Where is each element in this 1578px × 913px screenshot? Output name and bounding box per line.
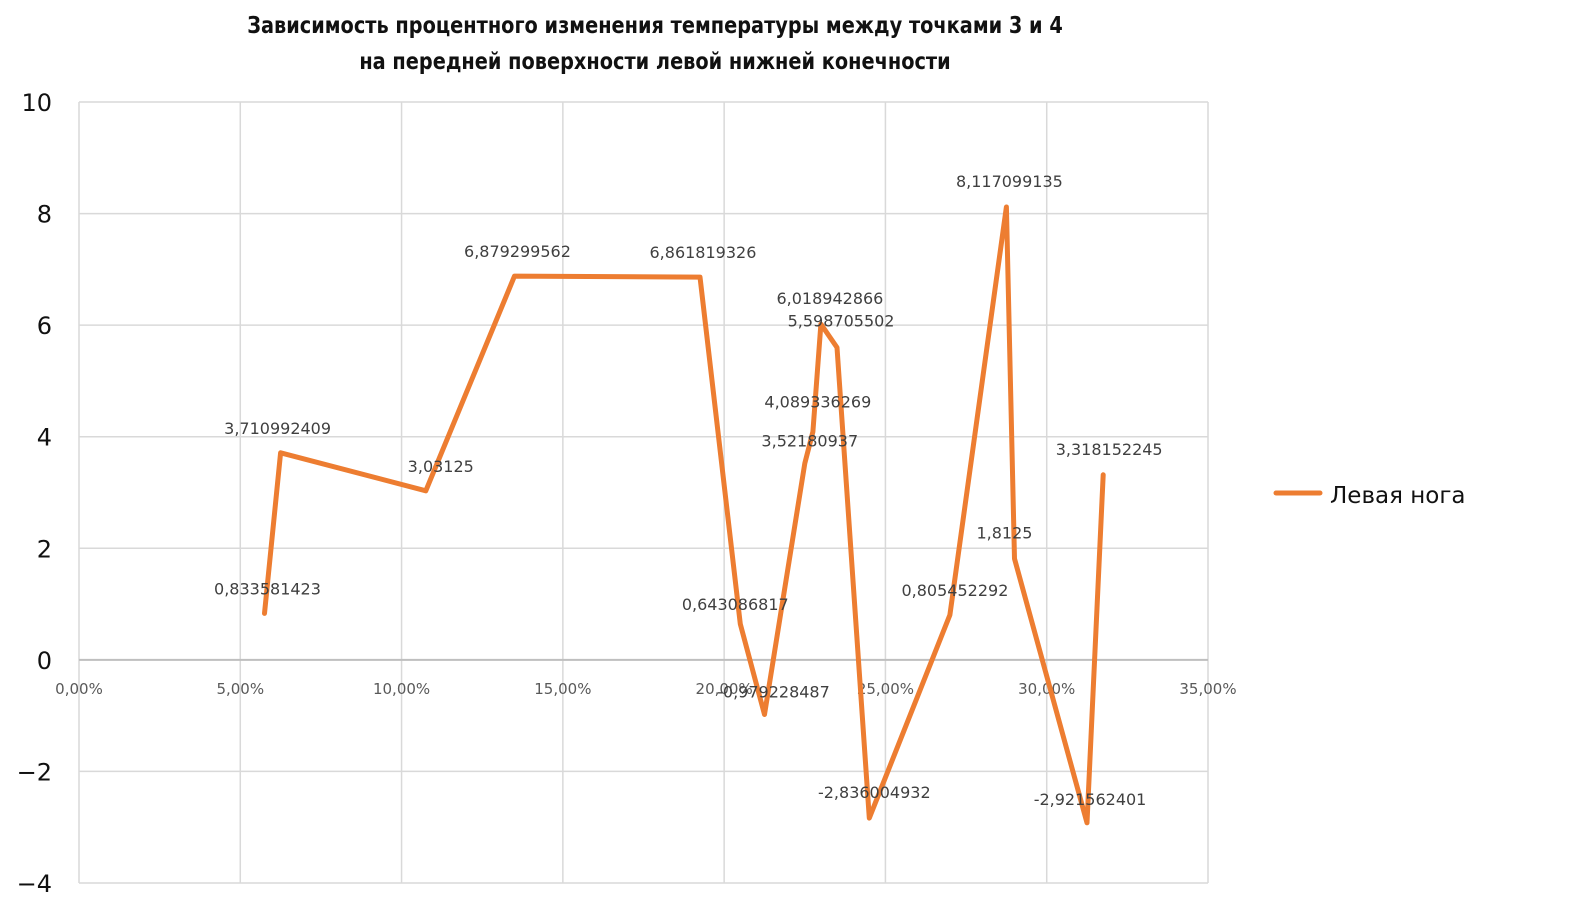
data-label: 3,710992409 <box>224 419 331 438</box>
x-tick-label: 15,00% <box>534 680 591 698</box>
chart-title-line-1: Зависимость процентного изменения темпер… <box>247 13 1063 39</box>
x-tick-label: 0,00% <box>55 680 103 698</box>
y-tick-label: 0 <box>37 647 52 675</box>
legend-label: Левая нога <box>1330 483 1466 509</box>
data-labels: 0,833581423 3,710992409 3,03125 6,879299562… <box>214 172 1163 809</box>
data-label: -2,921562401 <box>1034 790 1147 809</box>
data-label: 0,805452292 <box>901 581 1008 600</box>
data-label: 0,643086817 <box>682 595 789 614</box>
legend: Левая нога <box>1273 483 1466 509</box>
y-tick-label: 2 <box>37 535 52 563</box>
x-tick-label: 25,00% <box>857 680 914 698</box>
data-label: 8,117099135 <box>956 172 1063 191</box>
chart-title-line-2: на передней поверхности левой нижней кон… <box>359 49 951 75</box>
x-tick-label: 5,00% <box>216 680 264 698</box>
y-tick-label: −2 <box>17 758 52 786</box>
data-label: 4,089336269 <box>764 393 871 412</box>
tick-labels: −4 −2 0 2 4 6 8 10 0,00% 5,00% 10,00% 15,00% 20,00% 2… <box>17 89 1237 898</box>
data-label: 6,879299562 <box>464 242 571 261</box>
x-tick-label: 10,00% <box>373 680 430 698</box>
data-label: 6,018942866 <box>776 289 883 308</box>
y-tick-label: 8 <box>37 201 52 229</box>
y-tick-label: 10 <box>21 89 52 117</box>
data-label: 3,318152245 <box>1056 440 1163 459</box>
y-tick-label: 6 <box>37 312 52 340</box>
x-tick-label: 30,00% <box>1018 680 1075 698</box>
series-layer <box>262 204 1106 826</box>
x-tick-label: 20,00% <box>696 680 753 698</box>
data-label: 6,861819326 <box>650 243 757 262</box>
series-line-left-leg <box>262 204 1106 826</box>
gridlines <box>78 101 1209 884</box>
y-tick-label: 4 <box>37 424 52 452</box>
data-label: -2,836004932 <box>818 783 931 802</box>
data-label: 0,833581423 <box>214 579 321 598</box>
x-tick-label: 35,00% <box>1179 680 1236 698</box>
data-label: -0,979228487 <box>717 682 830 701</box>
data-label: 5,598705502 <box>788 312 895 331</box>
data-label: 3,52180937 <box>761 431 858 450</box>
data-label: 1,8125 <box>976 524 1032 543</box>
chart-title: Зависимость процентного изменения темпер… <box>105 8 1205 80</box>
y-tick-label: −4 <box>17 870 52 898</box>
data-label: 3,03125 <box>408 457 474 476</box>
